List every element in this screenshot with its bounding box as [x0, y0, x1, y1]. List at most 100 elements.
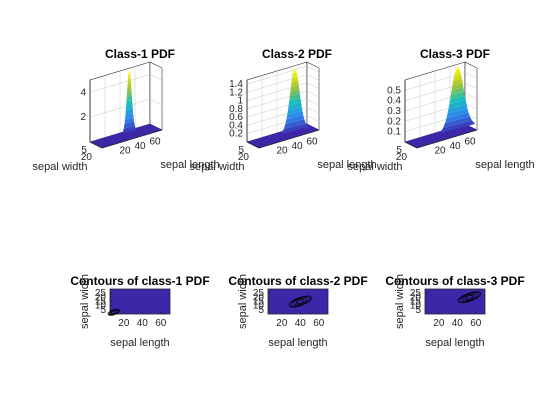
x-axis-label: sepal length: [110, 337, 169, 349]
surface-slice: [127, 86, 132, 93]
z-gridline: [404, 92, 478, 112]
x-tick-label: 20: [434, 146, 446, 157]
z-gridline: [89, 74, 163, 93]
x-tick-label: 60: [306, 137, 318, 148]
y-tick-label: 20: [95, 292, 107, 303]
y-tick-label: 25: [410, 288, 422, 299]
surface-slice: [453, 74, 462, 82]
x-axis-line: [258, 129, 320, 149]
chart-title: Class-2 PDF: [262, 47, 332, 61]
surface-slice: [290, 80, 299, 88]
contour-line: [108, 309, 119, 316]
contour-line: [457, 291, 482, 304]
z-gridline: [404, 82, 478, 101]
contour-plot-area: [109, 288, 171, 315]
chart-title: Contours of class-3 PDF: [385, 274, 524, 288]
surface-slice: [448, 99, 467, 109]
surface-slice: [450, 91, 465, 100]
z-tick-label: 0.4: [229, 120, 243, 131]
surface-slice: [122, 125, 137, 134]
surface-slice: [285, 115, 305, 125]
surface-slice: [125, 108, 134, 115]
z-tick-label: 0.2: [229, 129, 243, 140]
y-tick-label: 5: [396, 145, 402, 156]
surface-slice: [293, 68, 297, 74]
y-tick-label: 5: [415, 305, 421, 316]
z-tick-label: 0.1: [387, 127, 401, 138]
surface-slice: [126, 91, 132, 97]
surface-slice: [452, 78, 463, 86]
contour-line: [290, 296, 311, 307]
y-tick-label: 15: [253, 297, 265, 308]
x-tick-label: 60: [155, 318, 167, 329]
surface-slice: [446, 108, 469, 119]
contour-line: [107, 308, 120, 316]
surface-slice: [291, 76, 299, 83]
y-tick-label: 20: [396, 152, 408, 163]
x-tick-label: 20: [276, 318, 288, 329]
z-tick-label: 1: [237, 96, 243, 107]
surface-slice: [281, 123, 309, 134]
contour-line: [110, 310, 117, 315]
x-axis-label: sepal length: [425, 337, 484, 349]
y-tick-label: 5: [100, 305, 106, 316]
z-gridline: [246, 90, 320, 110]
y-tick-label: 20: [410, 292, 422, 303]
surface-plot-1: [89, 61, 163, 149]
surface-slice: [445, 112, 470, 124]
x-tick-label: 40: [452, 318, 464, 329]
surface-slice: [126, 99, 133, 106]
y-axis-label: sepal width: [237, 274, 249, 329]
x-tick-label: 20: [276, 146, 288, 157]
surface-slice: [450, 87, 465, 95]
surface-slice: [287, 106, 303, 115]
x-tick-label: 60: [313, 318, 325, 329]
x-axis-label: sepal length: [475, 159, 534, 171]
surface-slice: [439, 120, 476, 134]
x-tick-label: 60: [470, 318, 482, 329]
z-gridline: [246, 65, 320, 85]
y-axis-label: sepal width: [79, 274, 91, 329]
surface-slice: [123, 121, 135, 129]
contour-line: [288, 295, 313, 308]
contour-line: [462, 293, 477, 302]
x-axis-label: sepal length: [160, 159, 219, 171]
y-tick-label: 10: [95, 301, 107, 312]
y-tick-label: 15: [95, 297, 107, 308]
z-gridline: [246, 115, 320, 134]
contour-plot-1: [107, 288, 171, 316]
x-tick-label: 40: [137, 318, 149, 329]
z-tick-label: 0.3: [387, 106, 401, 117]
z-tick-label: 1.4: [229, 79, 243, 90]
surface-side-wall: [149, 61, 163, 131]
surface-slice: [127, 73, 131, 79]
y-tick-label: 20: [253, 292, 265, 303]
surface-slice: [127, 78, 131, 84]
surface-slice: [287, 102, 302, 111]
surface-slice: [125, 113, 134, 120]
y-axis-line: [246, 141, 260, 149]
surface-slice: [283, 119, 306, 129]
y-tick-label: 25: [253, 288, 265, 299]
chart-title: Contours of class-1 PDF: [70, 274, 209, 288]
z-tick-label: 0.2: [387, 116, 401, 127]
x-tick-label: 40: [295, 318, 307, 329]
contour-plot-area: [267, 288, 329, 315]
z-gridline: [246, 82, 320, 101]
z-tick-label: 4: [80, 87, 86, 98]
y-tick-label: 5: [238, 145, 244, 156]
surface-plot-3: [404, 61, 478, 149]
surface-slice: [286, 110, 304, 120]
contour-line: [296, 299, 305, 304]
y-axis-label: sepal width: [347, 161, 402, 173]
y-axis-label: sepal width: [32, 161, 87, 173]
surface-slice: [127, 82, 132, 88]
y-axis-line: [89, 141, 103, 149]
y-axis-label: sepal width: [394, 274, 406, 329]
z-gridline: [246, 98, 320, 118]
y-tick-label: 10: [410, 301, 422, 312]
x-tick-label: 60: [464, 137, 476, 148]
x-axis-line: [101, 129, 163, 149]
y-axis-label: sepal width: [189, 161, 244, 173]
